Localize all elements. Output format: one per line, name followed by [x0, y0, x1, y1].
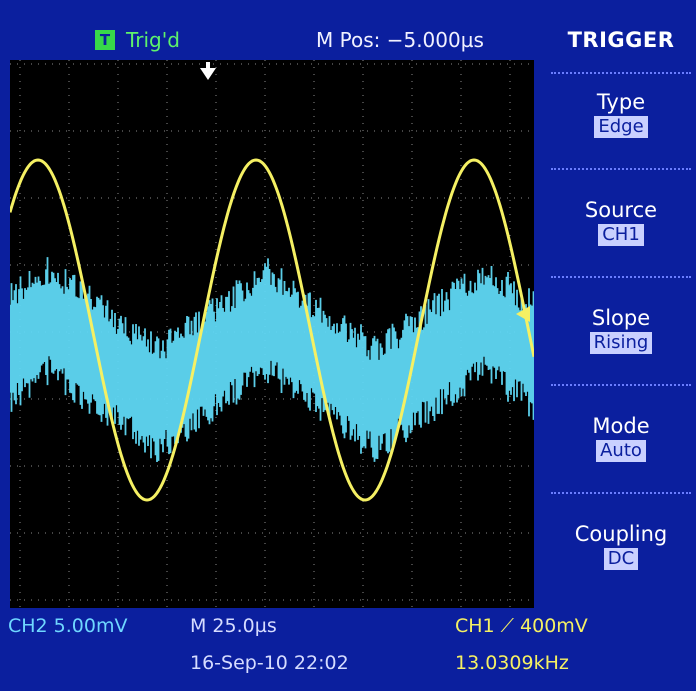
menu-title: TRIGGER — [551, 28, 691, 52]
top-status-bar: T Trig'd M Pos: −5.000µs — [0, 0, 540, 58]
ch2-scale: CH2 5.00mV — [8, 615, 128, 637]
menu-item-label: Coupling — [551, 522, 691, 546]
menu-item-mode[interactable]: Mode Auto — [551, 404, 691, 504]
menu-item-label: Source — [551, 198, 691, 222]
trigger-status-text: Trig'd — [126, 28, 180, 52]
timebase-readout: M 25.0µs — [190, 615, 277, 637]
waveform-graph — [10, 60, 534, 608]
menu-item-label: Mode — [551, 414, 691, 438]
waveform-display — [10, 60, 534, 608]
menu-separator — [551, 72, 691, 74]
trigger-status-icon: T — [95, 30, 115, 50]
horizontal-position-readout: M Pos: −5.000µs — [316, 28, 484, 52]
menu-item-type[interactable]: Type Edge — [551, 80, 691, 180]
menu-item-value: CH1 — [598, 224, 644, 246]
menu-item-label: Slope — [551, 306, 691, 330]
down-arrow-icon — [200, 62, 216, 80]
menu-item-source[interactable]: Source CH1 — [551, 188, 691, 288]
frequency-readout: 13.0309kHz — [455, 652, 569, 674]
menu-item-coupling[interactable]: Coupling DC — [551, 512, 691, 612]
menu-separator — [551, 168, 691, 170]
date-time: 16-Sep-10 22:02 — [190, 652, 349, 674]
menu-item-value: DC — [604, 548, 638, 570]
menu-item-value: Rising — [590, 332, 653, 354]
menu-separator — [551, 384, 691, 386]
menu-separator — [551, 492, 691, 494]
ch1-trigger-level: CH1 ⟋ 400mV — [455, 615, 588, 637]
menu-item-slope[interactable]: Slope Rising — [551, 296, 691, 396]
menu-item-label: Type — [551, 90, 691, 114]
ch2-waveform — [10, 257, 534, 462]
menu-item-value: Auto — [596, 440, 646, 462]
menu-item-value: Edge — [594, 116, 647, 138]
menu-separator — [551, 276, 691, 278]
